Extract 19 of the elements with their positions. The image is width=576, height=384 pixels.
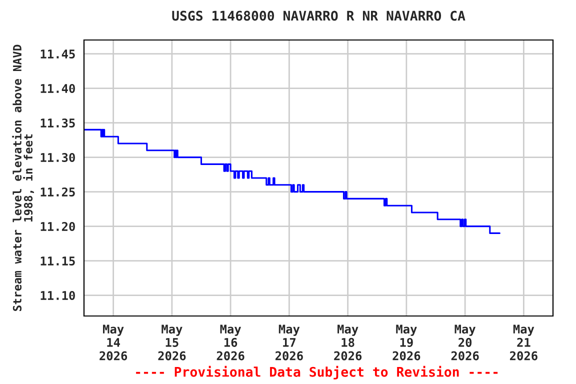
y-tick-label: 11.15 <box>40 256 75 266</box>
x-tick-label: May 16 2026 <box>216 324 244 360</box>
y-tick-label: 11.35 <box>40 118 75 128</box>
x-tick-label: May 18 2026 <box>334 324 362 360</box>
y-tick-label: 11.20 <box>40 222 75 232</box>
y-axis-title: Stream water level elevation above NAVD 1988, in feet <box>12 44 34 311</box>
x-tick-label: May 14 2026 <box>100 324 128 360</box>
y-tick-label: 11.40 <box>40 84 75 94</box>
x-tick-label: May 15 2026 <box>158 324 186 360</box>
y-tick-label: 11.30 <box>40 152 75 162</box>
chart-title: USGS 11468000 NAVARRO R NR NAVARRO CA <box>172 10 466 21</box>
x-tick-label: May 21 2026 <box>510 324 538 360</box>
text: ---- Provisional Data Subject to Revision ---- <box>136 366 498 380</box>
y-tick-label: 11.10 <box>40 290 75 300</box>
x-tick-label: May 20 2026 <box>451 324 479 360</box>
x-tick-label: May 17 2026 <box>275 324 303 360</box>
y-tick-label: 11.45 <box>40 50 75 59</box>
y-tick-label: 11.25 <box>40 187 75 197</box>
x-tick-label: May 19 2026 <box>392 324 420 360</box>
